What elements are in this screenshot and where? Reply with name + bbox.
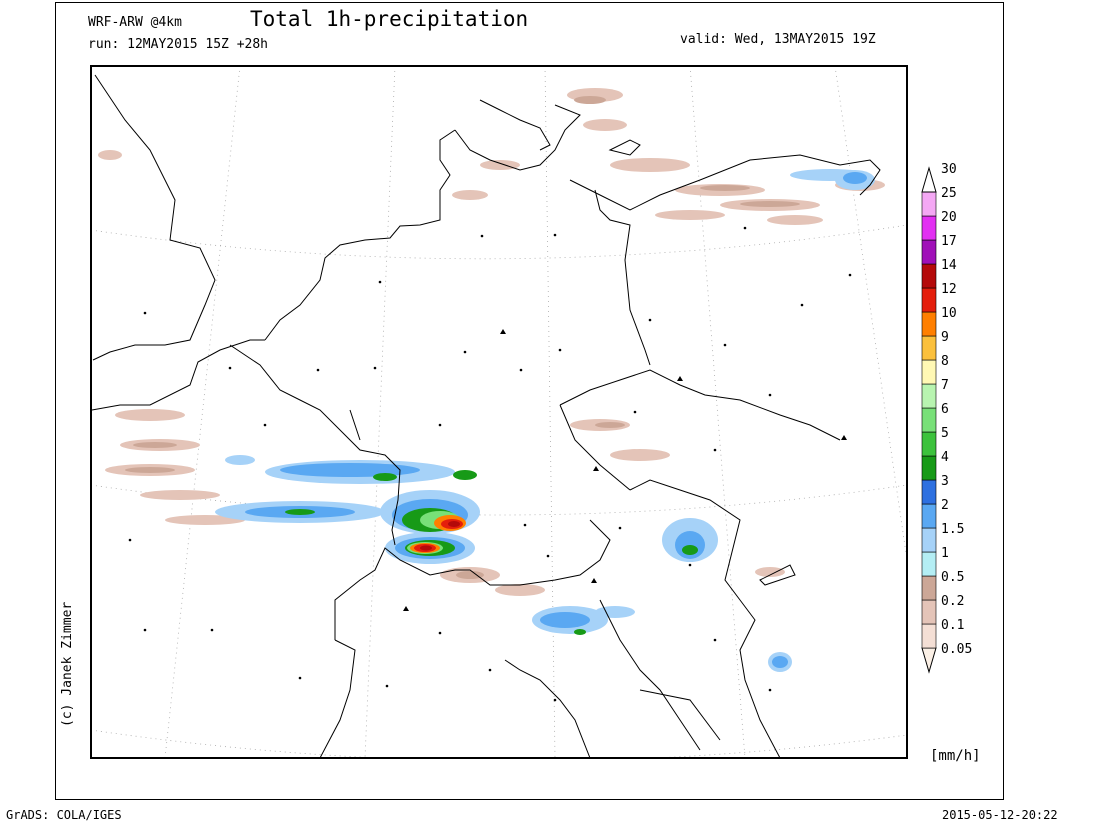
model-label: WRF-ARW @4km <box>88 15 182 30</box>
legend-swatch <box>921 191 937 217</box>
legend-swatch <box>921 431 937 457</box>
legend-swatch <box>921 239 937 265</box>
legend-arrow-top <box>921 166 937 193</box>
legend-label: 10 <box>941 306 957 321</box>
legend-swatch <box>921 503 937 529</box>
legend-swatch <box>921 551 937 577</box>
legend-swatch <box>921 383 937 409</box>
legend-label: 0.05 <box>941 642 972 657</box>
legend-label: 7 <box>941 378 949 393</box>
software-label: GrADS: COLA/IGES <box>6 808 122 822</box>
legend-swatch <box>921 575 937 601</box>
legend-swatch <box>921 335 937 361</box>
legend-label: 20 <box>941 210 957 225</box>
run-label: run: 12MAY2015 15Z +28h <box>88 37 269 52</box>
legend-swatch <box>921 479 937 505</box>
legend-swatch <box>921 263 937 289</box>
color-bar-legend: 0.05 0.1 0.2 0.5 1 1.5 2 3 4 5 6 7 8 9 10 12 14 17 20 25 30 <box>921 162 972 674</box>
legend-swatch <box>921 359 937 385</box>
legend-swatch <box>921 287 937 313</box>
legend-swatch <box>921 623 937 649</box>
legend-label: 5 <box>941 426 949 441</box>
legend-unit: [mm/h] <box>930 748 981 764</box>
legend-swatch <box>921 527 937 553</box>
legend-label: 0.1 <box>941 618 964 633</box>
precip-light <box>98 88 885 596</box>
legend-label: 6 <box>941 402 949 417</box>
precip-heavy <box>410 515 466 553</box>
city-markers <box>128 226 852 702</box>
legend-label: 1.5 <box>941 522 964 537</box>
legend-label: 2 <box>941 498 949 513</box>
legend-label: 9 <box>941 330 949 345</box>
precip-moderate <box>215 169 875 672</box>
figure-frame <box>55 2 1004 800</box>
map-title: Total 1h-precipitation <box>250 7 529 31</box>
legend-label: 1 <box>941 546 949 561</box>
legend-label: 0.5 <box>941 570 964 585</box>
legend-arrow-bottom <box>921 647 937 674</box>
legend-label: 3 <box>941 474 949 489</box>
legend-label: 30 <box>941 162 957 177</box>
map-area <box>91 66 907 758</box>
render-timestamp: 2015-05-12-20:22 <box>942 808 1058 822</box>
coastlines-borders <box>91 74 881 758</box>
legend-swatch <box>921 311 937 337</box>
legend-label: 8 <box>941 354 949 369</box>
valid-time-label: valid: Wed, 13MAY2015 19Z <box>680 32 876 47</box>
legend-label: 0.2 <box>941 594 964 609</box>
legend-label: 17 <box>941 234 957 249</box>
legend-swatch <box>921 215 937 241</box>
graticule <box>91 66 907 758</box>
legend-label: 14 <box>941 258 957 273</box>
legend-swatch <box>921 407 937 433</box>
legend-swatch <box>921 455 937 481</box>
legend-label: 12 <box>941 282 957 297</box>
legend-swatch <box>921 599 937 625</box>
map-border <box>90 65 908 759</box>
legend-label: 25 <box>941 186 957 201</box>
legend-label: 4 <box>941 450 949 465</box>
